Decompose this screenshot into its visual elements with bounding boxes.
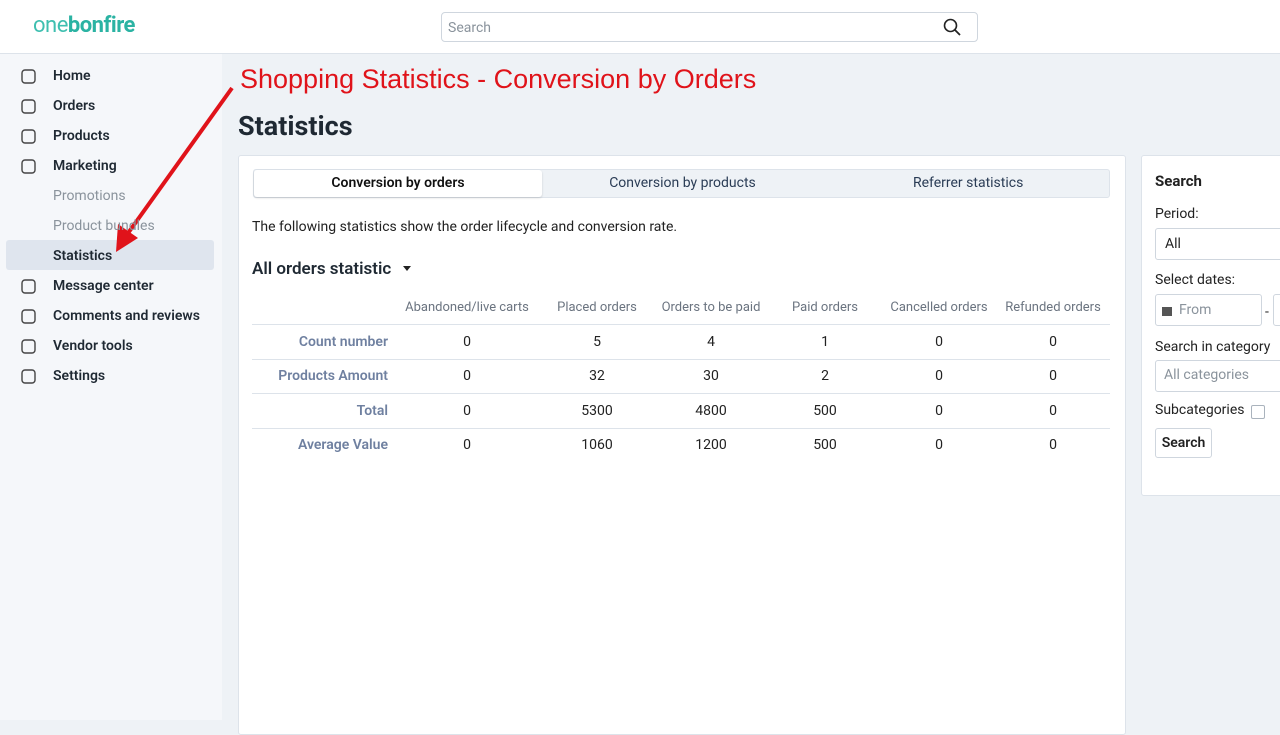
column-header: Refunded orders	[1005, 300, 1101, 315]
description: The following statistics show the order …	[252, 219, 678, 235]
nav-item[interactable]: Products	[53, 128, 110, 144]
cell: 0	[935, 368, 943, 385]
cell: 5300	[581, 402, 613, 419]
category-select[interactable]: All categories	[1155, 360, 1280, 392]
row-label: Average Value	[297, 436, 388, 453]
filter-title: Search	[1155, 172, 1202, 190]
nav-icon	[21, 369, 36, 384]
cell: 1	[821, 334, 829, 350]
cell: 2	[821, 368, 829, 385]
search-icon	[943, 18, 961, 36]
nav-icon	[21, 99, 36, 114]
dates-separator: -	[1265, 304, 1269, 320]
tab-bar: Conversion by orders Conversion by produc…	[253, 169, 1110, 198]
column-header: Abandoned/live carts	[405, 300, 529, 315]
cell: 0	[935, 334, 943, 350]
period-select[interactable]: All	[1155, 228, 1280, 260]
row-divider	[252, 427, 1110, 429]
nav-item[interactable]: Message center	[53, 278, 154, 294]
tab[interactable]: Conversion by orders	[254, 170, 542, 197]
cell: 4800	[695, 402, 727, 419]
search-box[interactable]: Search	[441, 12, 978, 42]
cell: 1200	[695, 436, 727, 453]
nav-item[interactable]: Vendor tools	[53, 338, 133, 354]
page-title: Statistics	[238, 110, 353, 142]
sidebar	[0, 54, 222, 720]
nav-icon	[21, 279, 36, 294]
category-placeholder: All categories	[1164, 367, 1250, 383]
date-to[interactable]	[1273, 294, 1280, 326]
cell: 500	[813, 436, 837, 453]
cell: 0	[463, 368, 471, 385]
subcategories-label: Subcategories	[1155, 402, 1245, 418]
dropdown-caret	[403, 266, 412, 271]
cell: 0	[1049, 368, 1057, 385]
nav-icon	[21, 69, 36, 84]
from-placeholder: From	[1179, 302, 1212, 318]
active-highlight	[6, 240, 214, 270]
column-header: Cancelled orders	[890, 300, 988, 315]
cell: 0	[463, 436, 471, 453]
logo-prefix: one	[33, 13, 68, 38]
cell: 0	[935, 402, 943, 419]
annotation: Shopping Statistics - Conversion by Orde…	[240, 64, 757, 94]
cell: 0	[463, 334, 471, 350]
nav-icon	[21, 309, 36, 324]
nav-item[interactable]: Settings	[53, 368, 106, 384]
dates-label: Select dates:	[1155, 272, 1236, 288]
cell: 30	[703, 368, 719, 385]
column-header: Placed orders	[557, 300, 637, 315]
cell: 4	[707, 334, 715, 350]
row-divider	[252, 359, 1110, 360]
cell: 0	[935, 436, 943, 453]
content-card	[238, 155, 1126, 735]
search-placeholder: Search	[448, 20, 492, 36]
subcategories-checkbox[interactable]	[1251, 405, 1265, 419]
nav-icon	[21, 159, 36, 174]
row-label: Total	[356, 402, 388, 419]
row-label: Count number	[298, 334, 388, 350]
tab[interactable]: Referrer statistics	[912, 175, 1024, 191]
nav-icon	[21, 339, 36, 354]
nav-item[interactable]: Promotions	[53, 188, 126, 204]
search-button[interactable]: Search	[1155, 428, 1212, 458]
category-label: Search in category	[1155, 339, 1271, 355]
row-divider	[252, 324, 1110, 325]
row-divider	[252, 393, 1110, 395]
calendar-icon	[1162, 307, 1172, 316]
period-label: Period:	[1155, 206, 1199, 222]
date-from[interactable]: From	[1155, 294, 1262, 326]
section-dropdown[interactable]: All orders statistic	[252, 259, 415, 279]
logo-name: bonfire	[67, 13, 136, 38]
nav-item[interactable]: Orders	[53, 98, 96, 114]
section-title: All orders statistic	[252, 259, 392, 279]
nav-item[interactable]: Comments and reviews	[53, 308, 200, 324]
top-bar: onebonfire Search	[0, 0, 1280, 54]
nav-item[interactable]: Marketing	[53, 158, 117, 174]
nav-item[interactable]: Home	[53, 68, 91, 84]
nav-item[interactable]: Product bundles	[53, 218, 155, 234]
nav-icon	[21, 129, 36, 144]
cell: 32	[589, 368, 605, 385]
tab[interactable]: Conversion by products	[609, 175, 756, 191]
column-header: Paid orders	[792, 300, 858, 315]
row-label: Products Amount	[278, 368, 388, 385]
cell: 0	[1049, 436, 1057, 453]
cell: 0	[463, 402, 471, 419]
cell: 1060	[581, 436, 613, 453]
cell: 500	[813, 402, 837, 419]
cell: 5	[593, 334, 601, 350]
cell: 0	[1049, 402, 1057, 419]
cell: 0	[1049, 334, 1057, 350]
period-value: All	[1165, 236, 1181, 252]
logo[interactable]: onebonfire	[33, 13, 135, 38]
column-header: Orders to be paid	[661, 300, 761, 315]
nav-item[interactable]: Statistics	[53, 248, 113, 264]
